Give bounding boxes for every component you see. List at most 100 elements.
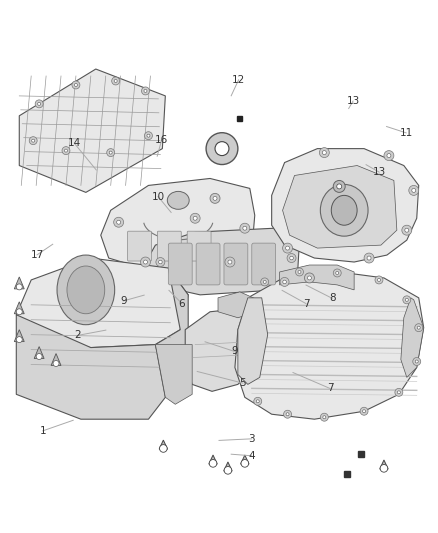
Circle shape (147, 134, 150, 137)
Circle shape (283, 243, 293, 253)
Circle shape (402, 225, 412, 235)
Circle shape (378, 278, 381, 281)
Circle shape (228, 260, 232, 264)
Circle shape (375, 276, 383, 284)
FancyBboxPatch shape (252, 243, 276, 285)
Circle shape (114, 217, 124, 227)
Circle shape (254, 397, 262, 405)
Circle shape (397, 391, 400, 394)
Circle shape (380, 465, 388, 472)
Polygon shape (101, 179, 255, 275)
Text: 4: 4 (248, 451, 255, 461)
Circle shape (156, 257, 165, 266)
Circle shape (141, 87, 149, 95)
Circle shape (35, 100, 43, 108)
Circle shape (296, 268, 304, 276)
Circle shape (213, 196, 217, 200)
Polygon shape (218, 292, 258, 318)
Text: 7: 7 (303, 298, 309, 309)
Ellipse shape (67, 266, 105, 314)
Text: 9: 9 (120, 296, 127, 306)
Polygon shape (155, 345, 192, 404)
Text: 6: 6 (179, 298, 185, 309)
Polygon shape (51, 353, 61, 366)
Circle shape (412, 188, 416, 192)
Text: 16: 16 (155, 135, 168, 146)
Text: 9: 9 (231, 346, 237, 357)
Text: 12: 12 (232, 75, 245, 85)
Circle shape (144, 260, 148, 264)
Circle shape (286, 413, 289, 416)
Circle shape (384, 151, 394, 160)
Circle shape (72, 81, 80, 89)
Circle shape (333, 269, 341, 277)
Polygon shape (279, 265, 354, 290)
Text: 8: 8 (329, 293, 336, 303)
Circle shape (36, 353, 42, 360)
Circle shape (16, 309, 22, 315)
Polygon shape (380, 460, 388, 469)
Text: 13: 13 (346, 96, 360, 106)
Circle shape (323, 416, 326, 419)
Circle shape (240, 223, 250, 233)
Polygon shape (235, 272, 424, 419)
Circle shape (62, 147, 70, 155)
Polygon shape (238, 298, 268, 384)
Circle shape (109, 151, 112, 154)
Text: 5: 5 (240, 378, 246, 388)
Polygon shape (358, 451, 364, 457)
Polygon shape (401, 298, 424, 377)
Polygon shape (14, 277, 24, 289)
FancyBboxPatch shape (157, 231, 181, 261)
Circle shape (367, 256, 371, 260)
Polygon shape (272, 149, 419, 262)
Circle shape (363, 410, 366, 413)
Circle shape (215, 142, 229, 156)
Circle shape (38, 102, 41, 106)
Ellipse shape (320, 184, 368, 236)
Circle shape (32, 139, 35, 142)
Polygon shape (34, 346, 44, 359)
Circle shape (64, 149, 67, 152)
Circle shape (225, 257, 235, 267)
Polygon shape (185, 308, 262, 391)
Polygon shape (224, 462, 232, 471)
Circle shape (286, 246, 290, 250)
Text: 1: 1 (39, 426, 46, 436)
Circle shape (319, 148, 329, 158)
Circle shape (360, 407, 368, 415)
Polygon shape (142, 228, 300, 295)
FancyBboxPatch shape (127, 231, 152, 261)
Ellipse shape (57, 255, 115, 325)
Polygon shape (19, 69, 165, 192)
Text: 10: 10 (152, 191, 165, 201)
Circle shape (243, 226, 247, 230)
Text: 14: 14 (68, 139, 81, 149)
Circle shape (405, 228, 409, 232)
Text: 11: 11 (399, 128, 413, 138)
Circle shape (337, 184, 342, 189)
Polygon shape (159, 440, 167, 449)
FancyBboxPatch shape (168, 243, 192, 285)
Circle shape (322, 151, 326, 155)
Circle shape (283, 280, 286, 284)
Circle shape (117, 220, 120, 224)
Circle shape (74, 84, 78, 86)
Polygon shape (148, 268, 188, 397)
FancyBboxPatch shape (196, 243, 220, 285)
Text: 7: 7 (327, 383, 333, 393)
Circle shape (263, 280, 266, 284)
Circle shape (283, 410, 292, 418)
Text: 13: 13 (373, 167, 386, 177)
Circle shape (405, 298, 408, 301)
Circle shape (364, 253, 374, 263)
Circle shape (144, 90, 147, 92)
Circle shape (256, 400, 259, 403)
Circle shape (209, 459, 217, 467)
Circle shape (141, 257, 150, 267)
Circle shape (16, 337, 22, 343)
Circle shape (413, 358, 421, 366)
Circle shape (415, 360, 418, 363)
Circle shape (190, 213, 200, 223)
Circle shape (224, 466, 232, 474)
